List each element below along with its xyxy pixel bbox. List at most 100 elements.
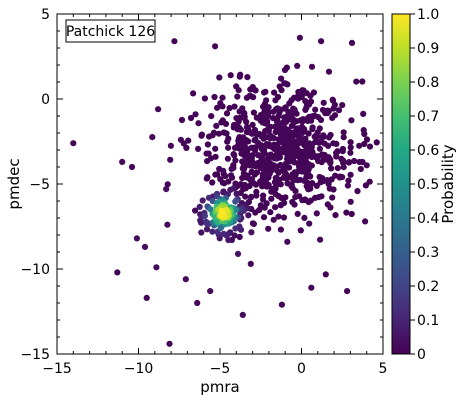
data-point [329,114,336,121]
data-point [347,139,354,146]
data-point [213,122,220,129]
data-point [233,83,240,90]
colorbar-ticks [410,13,415,355]
data-point [270,141,277,148]
data-point [194,299,201,307]
data-point [308,141,316,148]
data-point [255,152,262,159]
data-point [308,284,315,291]
data-point [324,201,331,208]
data-point [347,149,354,156]
data-point [292,150,299,157]
data-point [218,119,225,126]
data-point [221,180,228,187]
data-point [265,225,272,232]
x-axis-label: pmra [200,378,240,396]
data-point [252,146,259,153]
data-point [354,188,361,195]
data-point [303,154,310,161]
data-point [282,104,289,111]
data-point [344,182,351,189]
data-point [190,90,197,97]
data-point [265,104,272,111]
data-point [267,160,274,167]
data-point [345,159,353,166]
data-point [268,195,275,202]
data-point [305,130,312,137]
data-point [185,137,192,144]
data-point [241,158,248,166]
data-point [242,193,249,200]
data-point [288,97,295,104]
data-point [128,163,136,171]
data-point [253,188,260,195]
data-point [209,228,216,235]
data-point [276,139,283,146]
data-point [253,169,261,176]
data-point [302,139,309,146]
data-point [285,126,292,133]
data-point [232,157,239,164]
x-tick-label: 0 [297,361,306,377]
data-point [339,148,346,155]
data-point [294,62,301,69]
data-point [267,132,274,139]
data-point [114,269,121,276]
data-point [265,141,272,148]
data-point [220,167,227,174]
data-point [260,214,268,221]
data-point [344,288,351,295]
data-point [362,218,369,225]
data-point [223,110,231,117]
data-point [299,197,306,204]
data-point [262,161,269,169]
data-point [317,236,324,243]
data-point [281,114,288,121]
data-point [316,173,323,181]
data-point [360,110,367,117]
data-point [225,135,232,142]
data-point [295,132,302,139]
data-point [278,301,285,308]
colorbar-tick-label: 0.7 [417,109,439,125]
data-point [295,167,302,174]
data-point [271,89,278,96]
data-point [274,93,282,101]
data-point [164,181,171,188]
data-point [230,185,237,192]
data-point [277,181,284,188]
colorbar-gradient [392,14,410,354]
data-point [284,238,291,245]
data-point [290,109,297,116]
data-point [211,93,218,101]
data-point [237,71,244,78]
data-point [278,128,285,135]
data-point [272,190,279,198]
data-point [234,93,241,100]
data-point [277,201,285,209]
data-point [262,88,269,95]
data-point [340,164,347,171]
data-point [278,75,285,82]
data-point [143,294,150,301]
data-point [308,63,316,70]
data-point [363,136,371,143]
data-point [263,183,270,190]
data-point [312,194,319,201]
data-point [282,80,289,87]
data-point [260,144,267,151]
data-point [264,127,271,134]
data-point [214,104,221,111]
data-point [231,232,238,239]
data-point [307,92,314,99]
colorbar: 0 0.1 0.2 0.3 0.4 0.5 0.6 0.7 0.8 0.9 1.0 Probabil… [391,7,457,363]
data-point [316,145,323,152]
axis-ticks-layer [56,13,384,355]
data-point [273,155,280,162]
data-point [203,226,211,233]
data-point [248,229,255,236]
data-point [239,136,246,144]
data-point [236,108,243,115]
legend-box: Patchick 126 [65,19,156,43]
data-point [302,148,309,155]
